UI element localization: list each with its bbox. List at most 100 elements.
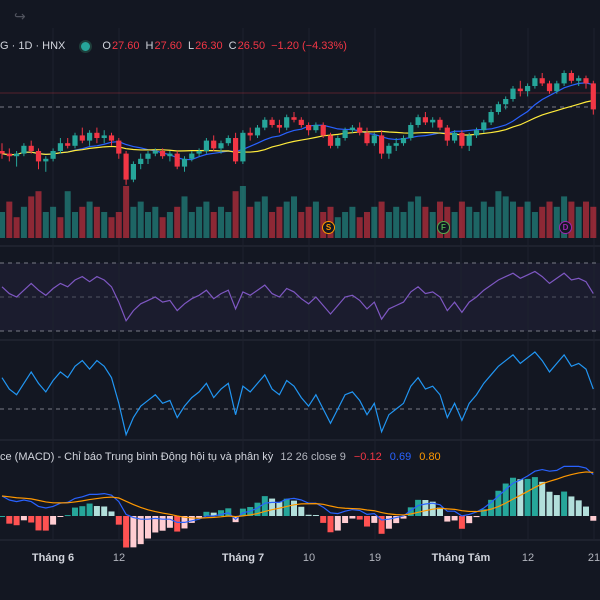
x-tick-thang6: Tháng 6	[31, 552, 75, 564]
open-label: O	[102, 40, 111, 52]
rsi-line	[1, 270, 594, 323]
volume-bar	[524, 201, 531, 238]
candle-body	[138, 158, 144, 164]
candle-body	[437, 119, 443, 128]
event-badge-d-label: D	[562, 223, 569, 232]
volume-bar	[364, 212, 370, 238]
volume-bar	[473, 212, 480, 238]
candle-body	[415, 117, 421, 125]
macd-histogram-bar	[334, 516, 341, 531]
volume-bar	[393, 206, 400, 238]
candle-body	[576, 78, 582, 81]
volume-bar	[553, 206, 560, 238]
x-tick-10: 10	[302, 552, 316, 564]
macd-histogram-bar	[86, 503, 93, 516]
candle-body	[196, 151, 202, 154]
volume-bar	[86, 201, 93, 238]
macd-histogram-bar	[42, 516, 49, 531]
candle-body	[116, 140, 122, 154]
macd-histogram-bar	[188, 516, 195, 523]
macd-histogram-bar	[6, 516, 13, 524]
macd-histogram-bar	[458, 516, 465, 529]
macd-histogram-bar	[327, 516, 334, 533]
macd-histogram-bar	[298, 506, 305, 516]
macd-histogram-bar	[64, 515, 71, 517]
candle-body	[79, 135, 85, 141]
candle-body	[152, 151, 158, 154]
x-tick-21: 21	[587, 552, 600, 564]
volume-bar	[466, 206, 473, 238]
x-tick-12a: 12	[112, 552, 126, 564]
candle-body	[130, 164, 136, 180]
macd-histogram-bar	[57, 516, 64, 517]
candle-body	[561, 73, 567, 84]
volume-bar	[181, 196, 188, 238]
volume-bar	[342, 212, 349, 238]
volume-bar	[64, 191, 71, 238]
event-badge-f[interactable]: F	[437, 221, 450, 234]
candle-body	[225, 138, 231, 144]
volume-bar	[247, 206, 254, 238]
volume-bar	[495, 191, 502, 238]
macd-histogram-bar	[393, 516, 400, 524]
macd-histogram-bar	[276, 502, 283, 516]
macd-histogram-bar	[210, 512, 217, 516]
candle-body	[21, 145, 27, 154]
macd-signal-line	[1, 471, 594, 519]
volume-bar	[35, 191, 42, 238]
macd-histogram-bar	[35, 516, 42, 531]
volume-bar	[422, 206, 429, 238]
macd-histogram-bar	[590, 516, 597, 521]
volume-bar	[108, 217, 115, 238]
volume-bar	[561, 196, 568, 238]
event-badge-s-label: S	[325, 223, 332, 232]
candle-body	[123, 153, 129, 180]
volume-bar	[130, 206, 137, 238]
candle-body	[72, 135, 78, 146]
macd-title[interactable]: ce (MACD) - Chỉ báo Trung bình Động hội …	[0, 451, 274, 463]
macd-histogram-bar	[466, 516, 473, 524]
volume-bar	[225, 212, 232, 238]
close-label: C	[228, 40, 237, 52]
event-badge-d[interactable]: D	[559, 221, 572, 234]
macd-histogram-bar	[495, 490, 502, 516]
macd-histogram-bar	[575, 500, 582, 516]
symbol-title[interactable]: G · 1D · HNX	[0, 40, 66, 52]
macd-histogram-bar	[159, 516, 166, 531]
candle-body	[452, 132, 458, 141]
volume-bar	[188, 212, 195, 238]
volume-bar	[232, 191, 239, 238]
candle-body	[357, 127, 363, 133]
candle-body	[254, 127, 261, 136]
macd-histogram-bar	[320, 516, 327, 523]
low-label: L	[187, 40, 195, 52]
candle-body	[371, 135, 377, 144]
candle-body	[583, 78, 589, 84]
volume-bar	[291, 196, 297, 238]
macd-histogram-bar	[364, 516, 370, 527]
macd-histogram-bar	[312, 515, 319, 517]
macd-histogram-bar	[342, 516, 349, 524]
volume-bar	[93, 206, 100, 238]
macd-histogram-bar	[568, 496, 575, 516]
candle-body	[590, 83, 596, 110]
macd-histogram-bar	[349, 516, 356, 519]
macd-histogram-bar	[93, 506, 100, 516]
open-value: 27.60	[111, 40, 140, 52]
redo-arrow-icon[interactable]: ↪	[14, 8, 26, 24]
candle-body	[6, 153, 12, 157]
volume-bar	[269, 212, 276, 238]
volume-bar	[203, 201, 210, 238]
event-badge-s[interactable]: S	[322, 221, 335, 234]
macd-histogram-bar	[400, 516, 407, 519]
macd-signal-value: 0.80	[419, 451, 441, 463]
candle-body	[218, 143, 224, 149]
volume-bar	[590, 206, 597, 238]
volume-bar	[261, 196, 268, 238]
volume-bar	[283, 201, 290, 238]
volume-bar	[20, 206, 27, 238]
volume-bar	[57, 217, 64, 238]
candle-body	[342, 130, 348, 138]
macd-histogram-bar	[451, 516, 458, 521]
